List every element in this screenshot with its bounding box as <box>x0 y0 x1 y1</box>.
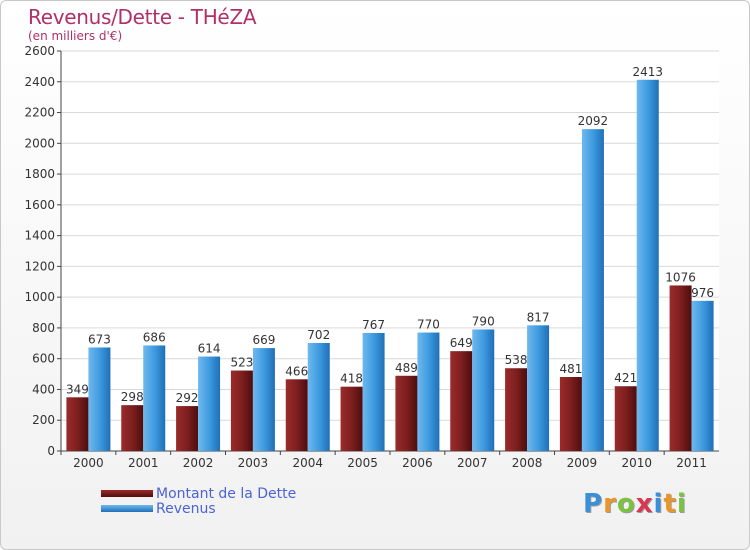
bar-debt <box>340 386 363 451</box>
x-tick-label: 2000 <box>73 456 104 470</box>
chart-subtitle: (en milliers d'€) <box>28 29 123 43</box>
bar-revenue <box>252 348 275 451</box>
data-label-debt: 489 <box>395 361 418 375</box>
bar-debt <box>285 379 308 451</box>
logo-letter: x <box>635 489 654 519</box>
y-tick-label: 400 <box>32 382 55 396</box>
bar-revenue <box>636 79 659 452</box>
bar-revenue <box>417 332 440 451</box>
logo-letter: P <box>583 489 604 519</box>
legend-label-debt: Montant de la Dette <box>156 486 297 502</box>
x-tick-label: 2004 <box>292 456 323 470</box>
bar-revenue <box>527 325 550 451</box>
data-label-revenue: 2092 <box>578 114 609 128</box>
bar-debt <box>505 368 528 451</box>
data-label-debt: 418 <box>340 372 363 386</box>
y-tick-label: 0 <box>47 444 55 458</box>
data-label-revenue: 817 <box>527 310 550 324</box>
x-tick-label: 2008 <box>512 456 543 470</box>
x-tick-label: 2003 <box>238 456 269 470</box>
data-label-debt: 421 <box>614 371 637 385</box>
data-label-revenue: 614 <box>198 342 221 356</box>
bar-revenue <box>88 347 111 451</box>
x-tick-label: 2001 <box>128 456 159 470</box>
bar-debt <box>450 351 473 451</box>
y-tick-label: 1000 <box>24 290 55 304</box>
data-label-revenue: 686 <box>143 330 166 344</box>
bar-revenue <box>691 300 714 451</box>
bar-revenue <box>362 333 385 451</box>
bar-debt <box>230 370 253 451</box>
legend-swatch-debt <box>101 490 153 497</box>
x-tick-label: 2007 <box>457 456 488 470</box>
data-label-revenue: 702 <box>307 328 330 342</box>
y-tick-label: 1600 <box>24 198 55 212</box>
bar-revenue <box>198 356 221 451</box>
data-label-revenue: 669 <box>252 333 275 347</box>
x-tick-label: 2010 <box>621 456 652 470</box>
y-tick-label: 600 <box>32 352 55 366</box>
x-tick-label: 2005 <box>347 456 378 470</box>
x-tick-label: 2011 <box>676 456 707 470</box>
data-label-debt: 349 <box>66 382 89 396</box>
bar-debt <box>121 405 144 451</box>
axis-layer: 2000 2001 2002 2003 2004 2005 2006 2007 2008 2009… <box>60 51 719 470</box>
bar-debt <box>66 397 89 451</box>
y-tick-label: 1400 <box>24 229 55 243</box>
data-label-debt: 292 <box>176 391 199 405</box>
logo-letter: i <box>653 489 664 519</box>
plot-area <box>61 51 719 451</box>
x-tick-label: 2002 <box>183 456 214 470</box>
legend-swatch-revenue <box>101 505 153 512</box>
labels-layer: 349 673 298 686 292 614 523 669 466 702 418 767 489 7… <box>66 65 714 405</box>
bar-revenue <box>581 129 604 451</box>
data-label-debt: 298 <box>121 390 144 404</box>
data-label-debt: 649 <box>450 336 473 350</box>
data-label-debt: 538 <box>505 353 528 367</box>
data-label-revenue: 976 <box>691 286 714 300</box>
data-label-revenue: 673 <box>88 332 111 346</box>
legend-label-revenue: Revenus <box>156 501 216 517</box>
logo-letter: r <box>603 489 617 519</box>
bar-debt <box>559 377 582 451</box>
bar-revenue <box>307 343 330 451</box>
logo-letter: t <box>663 489 677 519</box>
data-label-debt: 481 <box>559 362 582 376</box>
data-label-debt: 1076 <box>665 270 696 284</box>
y-tick-label: 200 <box>32 413 55 427</box>
x-tick-label: 2009 <box>567 456 598 470</box>
data-label-revenue: 790 <box>472 314 495 328</box>
logo-letter: o <box>616 489 636 519</box>
data-label-debt: 466 <box>285 364 308 378</box>
bars-layer <box>66 79 714 452</box>
grid-layer: 0 200 400 600 800 1000 1200 1400 1600 1800 2000 220… <box>24 44 719 458</box>
data-label-revenue: 767 <box>362 318 385 332</box>
bar-debt <box>395 375 418 451</box>
chart-title: Revenus/Dette - THéZA <box>28 5 257 29</box>
y-tick-label: 2400 <box>24 75 55 89</box>
proxiti-logo: Proxiti <box>583 489 687 519</box>
bar-debt <box>614 386 637 451</box>
x-tick-label: 2006 <box>402 456 433 470</box>
bar-revenue <box>143 345 166 451</box>
data-label-debt: 523 <box>230 356 253 370</box>
y-tick-label: 2000 <box>24 136 55 150</box>
y-tick-label: 2200 <box>24 106 55 120</box>
data-label-revenue: 770 <box>417 318 440 332</box>
bar-revenue <box>472 329 495 451</box>
y-tick-label: 2600 <box>24 44 55 58</box>
bar-debt <box>669 285 692 451</box>
data-label-revenue: 2413 <box>632 65 663 79</box>
y-tick-label: 1200 <box>24 259 55 273</box>
y-tick-label: 800 <box>32 321 55 335</box>
bar-debt <box>176 406 199 451</box>
logo-letter: i <box>676 489 687 519</box>
y-tick-label: 1800 <box>24 167 55 181</box>
